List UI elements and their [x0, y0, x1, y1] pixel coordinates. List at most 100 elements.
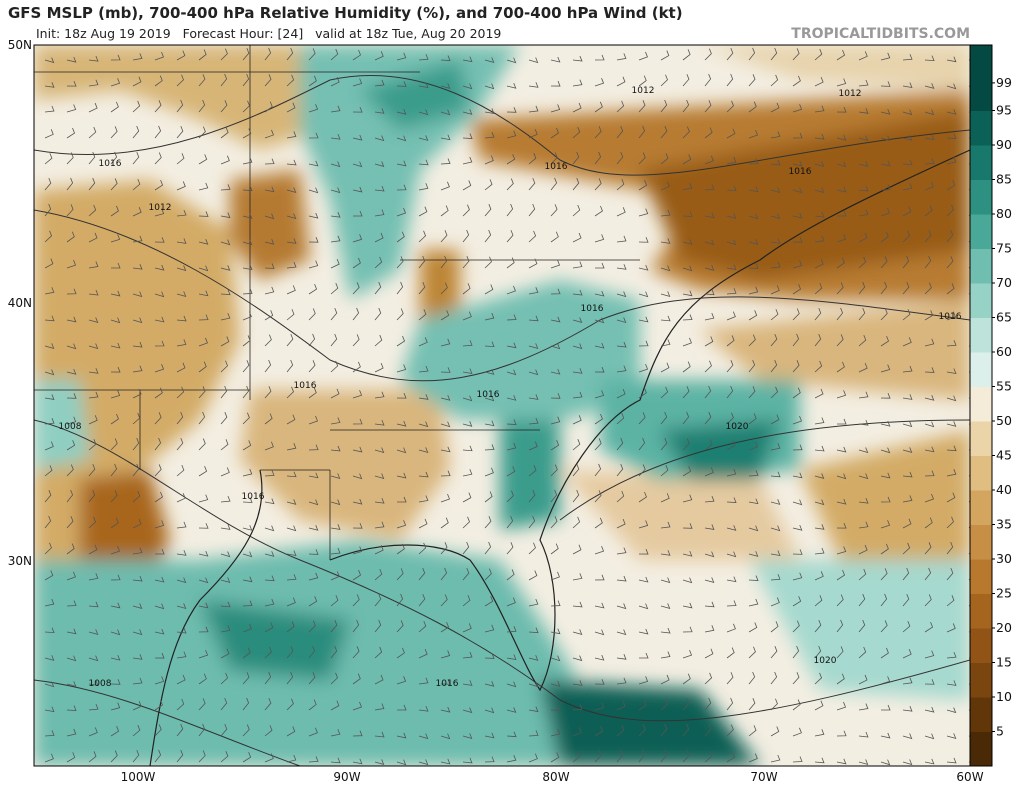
wind-barb: [792, 756, 803, 763]
wind-barb: [748, 525, 759, 532]
colorbar-label: 5: [996, 724, 1004, 739]
wind-barb: [594, 602, 605, 609]
wind-barb: [902, 495, 913, 503]
wind-barb: [616, 603, 627, 610]
wind-barb: [638, 437, 646, 451]
wind-barb: [924, 367, 935, 373]
wind-barb: [132, 725, 141, 737]
wind-barb: [308, 387, 317, 399]
wind-barb: [726, 360, 734, 373]
wind-barb: [858, 307, 866, 321]
wind-barb: [682, 99, 690, 113]
wind-barb: [286, 471, 297, 478]
wind-barb: [176, 698, 185, 711]
wind-barb: [484, 132, 495, 139]
wind-barb: [682, 698, 690, 711]
wind-barb: [858, 497, 869, 504]
wind-barb: [506, 542, 514, 555]
wind-barb: [748, 470, 759, 477]
wind-barb: [836, 282, 844, 295]
wind-barb: [660, 749, 668, 763]
wind-barb: [792, 104, 803, 113]
wind-barb: [902, 518, 912, 529]
wind-barb: [374, 281, 382, 295]
wind-barb: [748, 263, 759, 269]
wind-barb: [924, 55, 935, 62]
wind-barb: [330, 729, 341, 737]
wind-barb: [220, 212, 231, 219]
wind-barb: [462, 229, 470, 243]
wind-barb: [242, 440, 252, 451]
wind-barb: [924, 493, 934, 503]
wind-barb: [682, 577, 693, 584]
wind-barb: [660, 50, 670, 61]
wind-barb: [704, 336, 714, 347]
wind-barb: [418, 281, 426, 295]
wind-barb: [572, 680, 583, 686]
wind-barb: [176, 521, 187, 529]
wind-barb: [154, 652, 165, 659]
wind-barb: [484, 596, 494, 607]
wind-barb: [242, 48, 250, 61]
wind-barb: [132, 629, 143, 636]
wind-barb: [330, 105, 341, 113]
wind-barb: [220, 127, 229, 139]
wind-barb: [66, 655, 77, 662]
wind-barb: [440, 542, 448, 555]
wind-barb: [726, 264, 737, 271]
wind-barb: [946, 516, 954, 529]
wind-barb: [660, 411, 668, 425]
wind-barb: [682, 239, 693, 245]
wind-barb: [814, 417, 825, 425]
wind-barb: [264, 101, 273, 113]
wind-barb: [528, 153, 537, 165]
wind-barb: [594, 438, 602, 451]
wind-barb: [924, 733, 935, 740]
wind-barb: [352, 523, 363, 529]
wind-barb: [418, 421, 429, 428]
wind-barb: [286, 754, 297, 763]
wind-barb: [880, 335, 890, 347]
wind-barb: [198, 386, 206, 399]
wind-barb: [66, 681, 77, 687]
humidity-field: [34, 45, 970, 766]
wind-barb: [264, 310, 274, 321]
wind-barb: [572, 415, 582, 425]
wind-barb: [594, 654, 605, 661]
wind-barb: [594, 750, 602, 763]
wind-barb: [572, 151, 580, 165]
wind-barb: [946, 469, 957, 477]
wind-barb: [660, 153, 669, 165]
wind-barb: [638, 180, 648, 191]
wind-barb: [836, 569, 846, 581]
wind-barb: [880, 593, 888, 607]
wind-barb: [242, 697, 250, 711]
wind-barb: [220, 524, 231, 530]
wind-barb: [154, 364, 165, 373]
wind-barb: [550, 80, 561, 87]
wind-barb: [704, 385, 712, 399]
wind-barb: [792, 308, 800, 321]
wind-barb: [616, 151, 624, 165]
wind-barb: [418, 733, 429, 740]
wind-barb: [330, 360, 339, 373]
wind-barb: [462, 492, 472, 503]
wind-barb: [44, 129, 54, 139]
wind-barb: [242, 468, 253, 477]
wind-barb: [616, 749, 624, 763]
wind-barb: [396, 676, 407, 685]
wind-barb: [198, 290, 209, 297]
wind-barb: [374, 185, 385, 192]
wind-barb: [176, 386, 185, 399]
wind-barb: [792, 160, 803, 167]
wind-barb: [748, 441, 758, 451]
wind-barb: [506, 257, 515, 269]
wind-barb: [594, 262, 605, 269]
wind-barb: [484, 732, 495, 739]
wind-barb: [396, 496, 407, 503]
wind-barb: [726, 335, 735, 347]
wind-barb: [814, 76, 824, 87]
wind-barb: [132, 547, 143, 555]
wind-barb: [616, 341, 627, 348]
wind-barb: [726, 600, 737, 607]
